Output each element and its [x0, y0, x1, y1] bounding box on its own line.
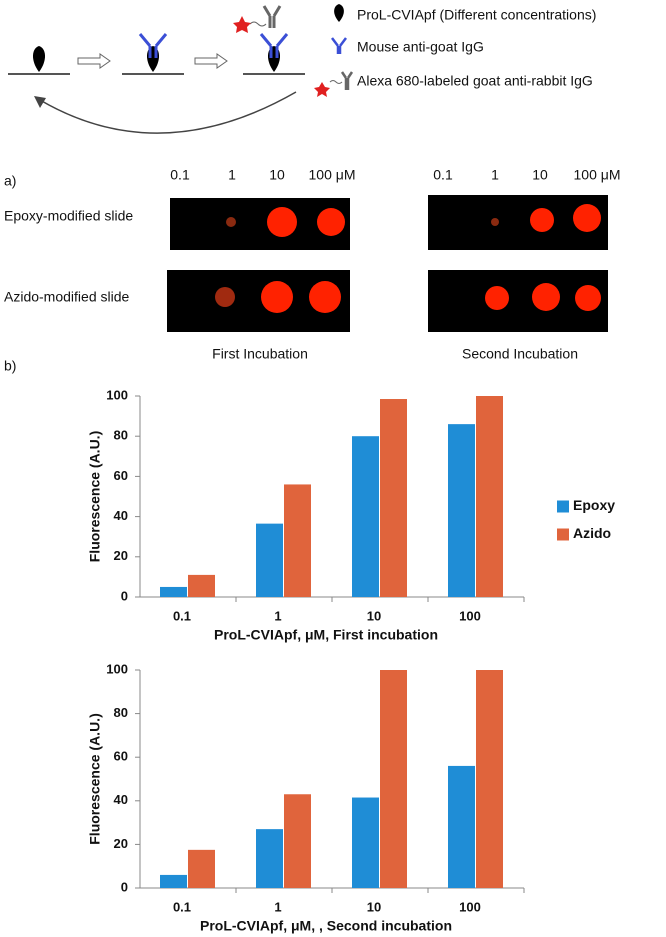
y-tick-label: 60	[114, 468, 128, 483]
conc-label: 100 μM	[574, 167, 621, 183]
conc-label: 1	[228, 167, 236, 183]
conc-label: 100 μM	[309, 167, 356, 183]
y-tick-label: 80	[114, 705, 128, 720]
bar	[188, 849, 215, 888]
legend-text: Alexa 680-labeled goat anti-rabbit IgG	[357, 73, 593, 89]
bar	[256, 523, 283, 597]
bar	[188, 574, 215, 597]
row-label: Epoxy-modified slide	[4, 208, 133, 224]
bar	[380, 399, 407, 597]
y-tick-label: 40	[114, 508, 128, 523]
bar	[160, 874, 187, 888]
legend-text: Mouse anti-goat IgG	[357, 39, 484, 55]
x-tick-label: 0.1	[173, 608, 191, 623]
y-tick-label: 0	[121, 588, 128, 603]
x-tick-label: 10	[367, 608, 381, 623]
legend-label: Epoxy	[573, 497, 615, 513]
x-tick-label: 1	[274, 608, 281, 623]
y-tick-label: 100	[106, 387, 128, 402]
y-tick-label: 100	[106, 661, 128, 676]
column-label: Second Incubation	[462, 346, 578, 362]
x-tick-label: 100	[459, 608, 481, 623]
y-tick-label: 20	[114, 548, 128, 563]
slide-images	[167, 195, 608, 332]
bar	[476, 396, 503, 597]
bar	[476, 670, 503, 888]
bar	[160, 586, 187, 597]
y-tick-label: 40	[114, 792, 128, 807]
bar	[284, 484, 311, 597]
y-tick-label: 80	[114, 428, 128, 443]
panel-label: b)	[4, 358, 16, 374]
legend-swatch	[557, 528, 569, 541]
bar	[284, 794, 311, 888]
x-axis-title: ProL-CVIApf, μM, , Second incubation	[200, 918, 452, 934]
conc-label: 10	[532, 167, 548, 183]
x-tick-label: 10	[367, 899, 381, 914]
legend-swatch	[557, 500, 569, 513]
bar	[448, 765, 475, 888]
legend-label: Azido	[573, 525, 611, 541]
y-tick-label: 20	[114, 836, 128, 851]
x-axis-title: ProL-CVIApf, μM, First incubation	[214, 627, 438, 643]
x-tick-label: 1	[274, 899, 281, 914]
bar	[448, 424, 475, 597]
panel-label: a)	[4, 173, 16, 189]
y-tick-label: 0	[121, 879, 128, 894]
column-label: First Incubation	[212, 346, 308, 362]
y-axis-title: Fluorescence (A.U.)	[87, 713, 103, 844]
x-tick-label: 0.1	[173, 899, 191, 914]
bar	[380, 670, 407, 888]
row-label: Azido-modified slide	[4, 289, 129, 305]
conc-label: 0.1	[433, 167, 453, 183]
bar	[352, 797, 379, 888]
scheme	[8, 4, 354, 134]
conc-label: 1	[491, 167, 499, 183]
conc-label: 10	[269, 167, 285, 183]
conc-label: 0.1	[170, 167, 190, 183]
x-tick-label: 100	[459, 899, 481, 914]
y-axis-title: Fluorescence (A.U.)	[87, 431, 103, 562]
bar	[352, 436, 379, 597]
y-tick-label: 60	[114, 749, 128, 764]
bar	[256, 829, 283, 888]
legend-text: ProL-CVIApf (Different concentrations)	[357, 7, 596, 23]
